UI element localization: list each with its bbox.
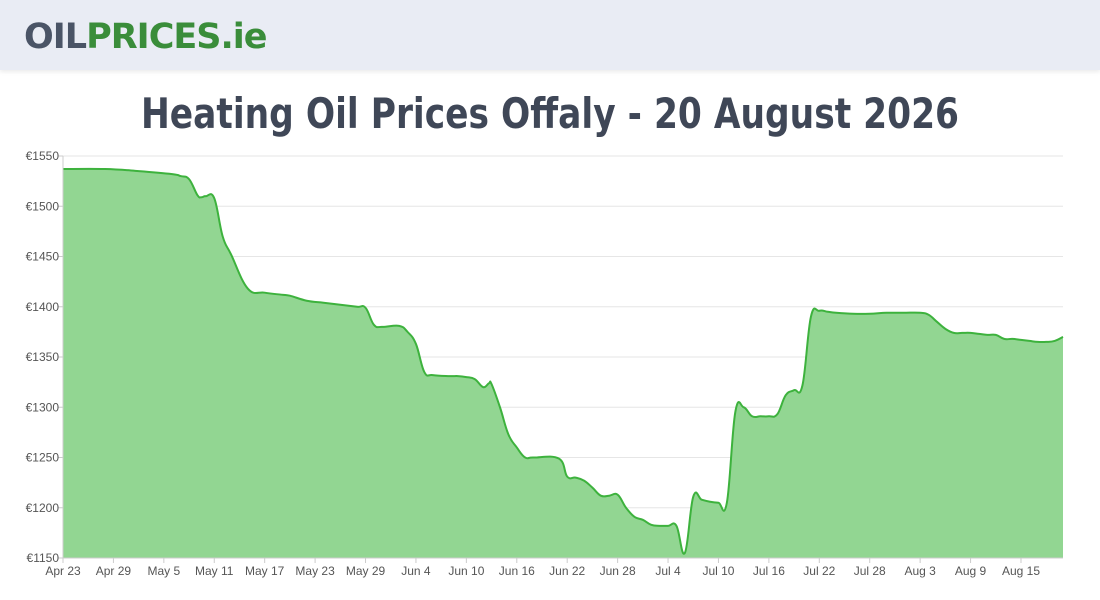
x-tick-label: Jun 28 — [600, 564, 636, 578]
x-tick-label: Jul 4 — [655, 564, 681, 578]
logo-part-tld: .ie — [220, 17, 268, 57]
x-tick-label: May 5 — [147, 564, 180, 578]
site-header: OILPRICES.ie — [0, 0, 1100, 70]
y-axis: €1150 €1200 €1250 €1300 €1350 €1400 €1450 €1500… — [26, 149, 64, 565]
x-tick-label: Jul 28 — [854, 564, 886, 578]
x-tick-label: May 11 — [195, 564, 234, 578]
y-tick-label: €1350 — [26, 350, 60, 364]
series-line — [62, 167, 1064, 555]
y-tick-label: €1400 — [26, 300, 60, 314]
x-tick-label: Jun 22 — [549, 564, 585, 578]
x-tick-label: Jul 22 — [803, 564, 835, 578]
x-tick-label: Jun 16 — [499, 564, 535, 578]
site-logo[interactable]: OILPRICES.ie — [24, 12, 268, 62]
price-chart: €1150 €1200 €1250 €1300 €1350 €1400 €1450 €1500… — [26, 149, 1064, 578]
x-tick-label: Apr 29 — [96, 564, 132, 578]
x-tick-label: May 17 — [245, 564, 285, 578]
x-tick-label: Apr 23 — [45, 564, 81, 578]
y-tick-label: €1250 — [26, 451, 60, 465]
logo-part-oil: OIL — [24, 17, 87, 57]
y-tick-label: €1200 — [26, 501, 60, 515]
y-tick-label: €1150 — [27, 551, 60, 565]
x-tick-label: Aug 15 — [1002, 564, 1040, 578]
x-tick-label: Jun 10 — [448, 564, 484, 578]
x-tick-label: Jun 4 — [401, 564, 431, 578]
x-tick-label: Jul 16 — [753, 564, 785, 578]
x-axis: Apr 23 Apr 29 May 5 May 11 May 17 May 23 May 2… — [45, 557, 1063, 578]
y-tick-label: €1300 — [26, 400, 60, 414]
x-tick-label: May 23 — [295, 564, 335, 578]
x-tick-label: Aug 3 — [904, 564, 936, 578]
x-tick-label: Aug 9 — [955, 564, 987, 578]
x-tick-label: May 29 — [346, 564, 386, 578]
y-tick-label: €1450 — [26, 250, 60, 264]
page-title: Heating Oil Prices Offaly - 20 August 20… — [140, 89, 960, 138]
logo-part-prices: PRICES — [86, 17, 221, 57]
y-tick-label: €1500 — [26, 199, 60, 213]
series-area-fill — [63, 168, 1063, 559]
x-tick-label: Jul 10 — [702, 564, 734, 578]
y-tick-label: €1550 — [26, 149, 60, 163]
area-layer — [62, 167, 1064, 559]
